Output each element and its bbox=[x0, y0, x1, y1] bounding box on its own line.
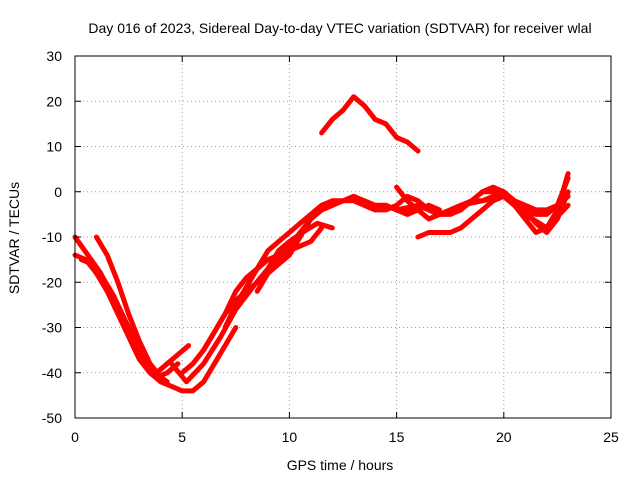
y-tick-label: 30 bbox=[46, 48, 62, 64]
x-tick-label: 0 bbox=[71, 429, 79, 445]
y-tick-label: -20 bbox=[42, 274, 62, 290]
series-line-track-10 bbox=[254, 198, 442, 294]
x-axis-label: GPS time / hours bbox=[287, 457, 394, 473]
chart-title: Day 016 of 2023, Sidereal Day-to-day VTE… bbox=[88, 20, 591, 36]
tick-layer: 0 5 10 15 20 25 -50 -40 -30 -20 -10 0 10 20 30 bbox=[42, 48, 619, 445]
series-line-track-9 bbox=[222, 193, 421, 330]
y-tick-label: 20 bbox=[46, 93, 62, 109]
series-line-track-3 bbox=[93, 234, 170, 385]
x-tick-label: 15 bbox=[389, 429, 405, 445]
y-tick-label: -30 bbox=[42, 320, 62, 336]
x-tick-label: 20 bbox=[496, 429, 512, 445]
x-tick-label: 10 bbox=[282, 429, 298, 445]
x-tick-label: 5 bbox=[178, 429, 186, 445]
grid-layer bbox=[75, 56, 611, 418]
y-axis-label: SDTVAR / TECUs bbox=[6, 182, 22, 294]
series-line-track-16 bbox=[479, 184, 571, 235]
series-line-track-4 bbox=[78, 257, 181, 380]
y-tick-label: -10 bbox=[42, 229, 62, 245]
y-tick-label: -50 bbox=[42, 410, 62, 426]
series-layer bbox=[72, 94, 571, 394]
y-tick-label: 10 bbox=[46, 139, 62, 155]
series-line-track-11 bbox=[319, 94, 421, 154]
y-tick-label: 0 bbox=[54, 184, 62, 200]
series-line-track-5 bbox=[154, 343, 192, 376]
series-line-track-15 bbox=[415, 171, 571, 240]
x-tick-label: 25 bbox=[603, 429, 619, 445]
y-tick-label: -40 bbox=[42, 365, 62, 381]
